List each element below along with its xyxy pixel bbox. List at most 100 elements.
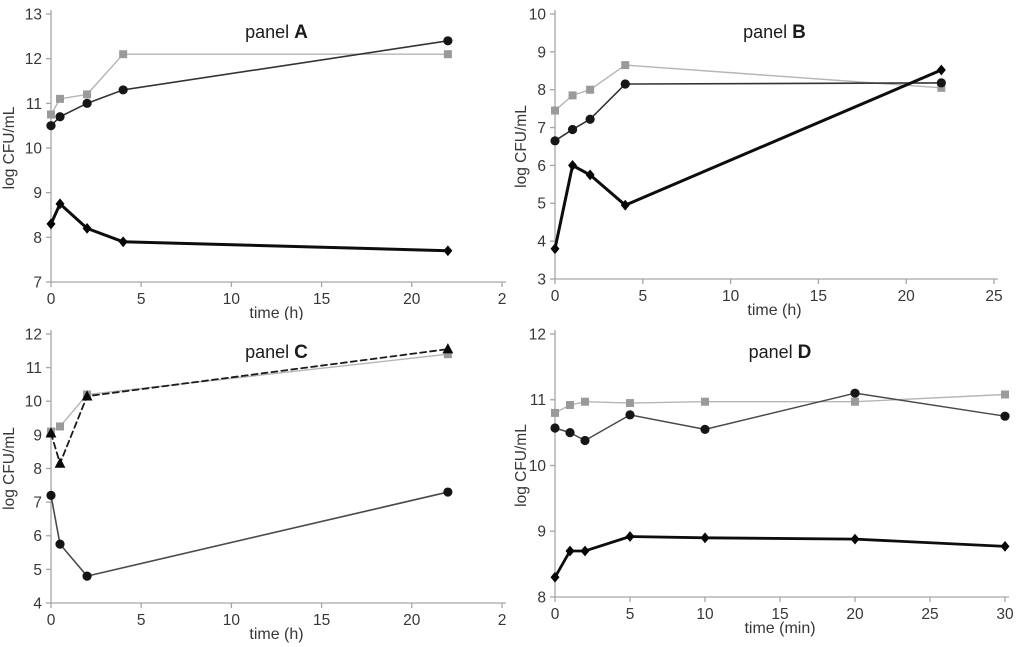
x-tick-label: 5: [638, 288, 647, 305]
y-tick-label: 9: [33, 185, 42, 202]
circle-marker: [567, 124, 578, 135]
circle-marker: [625, 410, 635, 420]
square-marker: [83, 90, 92, 99]
panel-a-chart: 7 8 9 10 11 12 13 0 5 10 15 20 2 log CFU/mL time (h) pa…: [1, 6, 506, 320]
black-circle-series-line: [554, 82, 943, 142]
x-tick-label: 25: [921, 606, 938, 623]
x-tick-label: 0: [551, 606, 560, 623]
panel-d-title: panel D: [749, 342, 812, 363]
black-diamond-series-line: [553, 535, 1007, 579]
gray-square-series-line: [554, 393, 1006, 414]
square-marker: [586, 85, 595, 94]
panel-c-chart: 4 5 6 7 8 9 10 11 12 0 5 10 15 20 2 log CFU/mL time (h) p…: [1, 326, 506, 643]
x-tick-label: 10: [722, 288, 740, 305]
black-circle-series-line: [554, 392, 1006, 442]
x-tick-label: 15: [313, 291, 330, 308]
x-tick-label: 0: [47, 291, 56, 308]
panel-d: 8 9 10 11 12 0 5 10 15 20 25 30 log CFU/mL time (min)…: [512, 320, 1024, 647]
panel-b-chart: 3 4 5 6 7 8 9 10 0 5 10 15 20 25 log CFU/mL time (h) pan…: [513, 6, 1003, 319]
x-tick-label: 20: [898, 288, 916, 305]
diamond-marker: [443, 245, 453, 257]
panel-a-title: panel A: [245, 22, 308, 43]
square-marker: [581, 397, 589, 406]
black-diamond-series: [550, 64, 946, 255]
circle-marker: [936, 78, 946, 88]
y-tick-label: 11: [26, 96, 42, 113]
circle-marker: [443, 487, 453, 497]
square-marker: [701, 397, 709, 406]
x-tick-label: 15: [771, 606, 788, 623]
diamond-marker: [850, 533, 860, 545]
black-circle-series: [46, 36, 453, 131]
circle-marker: [1000, 411, 1010, 421]
square-marker: [937, 83, 946, 92]
diamond-marker: [550, 571, 560, 583]
square-marker: [566, 401, 574, 410]
square-marker: [621, 61, 630, 70]
diamond-marker: [1000, 540, 1010, 552]
square-marker: [551, 408, 559, 417]
x-axis-label: time (h): [249, 305, 303, 320]
x-tick-label: 5: [137, 612, 146, 629]
diamond-marker: [625, 531, 635, 542]
square-marker: [568, 91, 577, 100]
diamond-marker: [118, 236, 128, 248]
y-tick-label: 12: [25, 51, 42, 68]
x-tick-label: 5: [626, 606, 635, 623]
y-tick-label: 3: [537, 271, 546, 288]
square-marker: [443, 350, 452, 359]
circle-marker: [850, 388, 860, 398]
square-marker: [56, 94, 65, 103]
square-marker: [47, 110, 55, 119]
x-tick-label: 20: [846, 606, 864, 623]
square-marker: [551, 106, 559, 115]
axes: 3 4 5 6 7 8 9 10 0 5 10 15 20 25: [529, 6, 1003, 305]
black-circle-series-line: [50, 491, 449, 577]
diamond-marker: [46, 218, 56, 230]
triangle-marker: [45, 427, 57, 438]
square-marker: [119, 50, 128, 59]
x-tick-label: 15: [810, 288, 827, 305]
black-diamond-series-line: [49, 202, 450, 253]
y-tick-label: 6: [33, 528, 42, 545]
y-tick-label: 8: [537, 82, 546, 99]
y-tick-label: 10: [25, 140, 43, 157]
x-tick-label: 10: [223, 612, 241, 629]
triangle-marker: [442, 343, 454, 354]
diamond-marker: [700, 532, 710, 544]
diamond-marker: [55, 198, 65, 210]
diamond-marker: [565, 545, 575, 557]
circle-marker: [82, 98, 92, 108]
gray-square-series-line: [50, 53, 449, 116]
x-tick-label: 25: [985, 288, 1002, 305]
axes: 8 9 10 11 12 0 5 10 15 20 25 30: [529, 326, 1014, 623]
circle-marker: [585, 114, 595, 124]
panel-b: 3 4 5 6 7 8 9 10 0 5 10 15 20 25 log CFU/mL time (h) pan…: [512, 0, 1024, 320]
diamond-marker: [568, 160, 578, 171]
y-tick-label: 7: [33, 274, 42, 291]
circle-marker: [46, 490, 56, 500]
panel-b-title: panel B: [743, 22, 806, 43]
circle-marker: [55, 539, 65, 549]
y-axis-label: log CFU/mL: [1, 106, 18, 189]
x-tick-label: 0: [551, 288, 560, 305]
circle-marker: [55, 112, 65, 122]
y-tick-label: 7: [33, 495, 42, 512]
triangle-marker: [81, 390, 93, 401]
square-marker: [1001, 390, 1009, 399]
y-tick-label: 8: [537, 589, 546, 606]
y-tick-label: 12: [529, 326, 546, 343]
black-triangle-dashed-series: [45, 343, 454, 468]
diamond-marker: [620, 199, 630, 211]
square-marker: [443, 50, 452, 59]
circle-marker: [118, 85, 128, 95]
panel-c-title: panel C: [245, 342, 308, 363]
y-tick-label: 8: [33, 461, 42, 478]
gray-square-series: [47, 50, 452, 119]
y-axis-label: log CFU/mL: [1, 427, 18, 510]
gray-square-series: [551, 390, 1009, 417]
square-marker: [626, 399, 634, 408]
gray-square-series-line: [50, 353, 449, 433]
y-tick-label: 10: [529, 6, 547, 23]
circle-marker: [565, 428, 575, 438]
